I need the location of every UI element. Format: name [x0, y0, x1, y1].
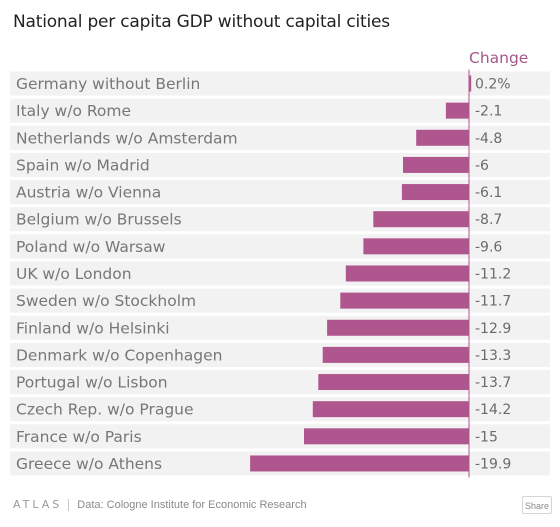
value-label: -8.7: [475, 212, 502, 228]
bar: [469, 75, 472, 92]
category-label: Netherlands w/o Amsterdam: [16, 129, 238, 147]
bar: [416, 129, 469, 146]
category-label: Portugal w/o Lisbon: [16, 374, 168, 392]
bar: [445, 102, 469, 119]
share-button[interactable]: Share: [522, 496, 552, 514]
value-label: -2.1: [475, 104, 502, 120]
bar-row: France w/o Paris -15: [10, 424, 550, 449]
category-label: Italy w/o Rome: [16, 102, 131, 120]
value-label: -19.9: [475, 456, 511, 472]
value-label: -4.8: [475, 131, 502, 147]
bar: [363, 238, 469, 255]
bar-row: Belgium w/o Brussels -8.7: [10, 207, 550, 232]
bar-row: Czech Rep. w/o Prague -14.2: [10, 397, 550, 422]
bar: [250, 455, 469, 472]
value-label: -6.1: [475, 185, 502, 201]
chart-rows: Germany without Berlin 0.2% Italy w/o Rome…: [10, 71, 550, 476]
value-label: -6: [475, 158, 489, 174]
category-label: Sweden w/o Stockholm: [16, 292, 196, 310]
value-label: -14.2: [475, 402, 511, 418]
bar-row: Finland w/o Helsinki -12.9: [10, 315, 550, 340]
value-label: -13.3: [475, 348, 511, 364]
value-label: -11.7: [475, 294, 511, 310]
value-label: -11.2: [475, 266, 511, 282]
bar: [345, 265, 469, 282]
bar-row: Poland w/o Warsaw -9.6: [10, 234, 550, 259]
bar-row: Germany without Berlin 0.2%: [10, 71, 550, 96]
value-label: -15: [475, 429, 498, 445]
value-label: -12.9: [475, 321, 511, 337]
bar-row: Spain w/o Madrid -6: [10, 152, 550, 177]
category-label: Austria w/o Vienna: [16, 184, 161, 202]
category-label: Poland w/o Warsaw: [16, 238, 166, 256]
bar-row: Netherlands w/o Amsterdam -4.8: [10, 125, 550, 150]
bar-chart: Change Germany without Berlin 0.2% Italy w…: [10, 49, 550, 478]
footer: ATLAS Data: Cologne Institute for Econom…: [13, 498, 307, 511]
bar: [322, 346, 469, 363]
category-label: Belgium w/o Brussels: [16, 211, 182, 229]
bar-row: Austria w/o Vienna -6.1: [10, 180, 550, 205]
chart-title: National per capita GDP without capital …: [13, 12, 390, 32]
category-label: Denmark w/o Copenhagen: [16, 346, 223, 364]
value-column-header: Change: [469, 49, 528, 67]
bar-row: Italy w/o Rome -2.1: [10, 98, 550, 123]
bar-row: Portugal w/o Lisbon -13.7: [10, 370, 550, 395]
bar: [401, 184, 469, 201]
bar: [373, 211, 469, 228]
category-label: Spain w/o Madrid: [16, 156, 150, 174]
atlas-logo: ATLAS: [13, 498, 63, 511]
bar: [312, 401, 469, 418]
value-label: 0.2%: [475, 77, 511, 93]
category-label: Germany without Berlin: [16, 75, 200, 93]
bar: [340, 292, 469, 309]
bar: [327, 319, 469, 336]
category-label: France w/o Paris: [16, 428, 142, 446]
value-label: -13.7: [475, 375, 511, 391]
category-label: Czech Rep. w/o Prague: [16, 401, 194, 419]
bar: [318, 374, 469, 391]
value-label: -9.6: [475, 239, 502, 255]
bar: [403, 156, 469, 173]
bar-row: Sweden w/o Stockholm -11.7: [10, 288, 550, 313]
bar-row: UK w/o London -11.2: [10, 261, 550, 286]
source-note: Data: Cologne Institute for Economic Res…: [77, 498, 307, 511]
row-background: [10, 71, 550, 96]
category-label: UK w/o London: [16, 265, 132, 283]
bar: [304, 428, 469, 445]
footer-divider: [68, 498, 70, 511]
bar-row: Greece w/o Athens -19.9: [10, 451, 550, 476]
category-label: Finland w/o Helsinki: [16, 319, 170, 337]
bar-row: Denmark w/o Copenhagen -13.3: [10, 342, 550, 367]
category-label: Greece w/o Athens: [16, 455, 162, 473]
